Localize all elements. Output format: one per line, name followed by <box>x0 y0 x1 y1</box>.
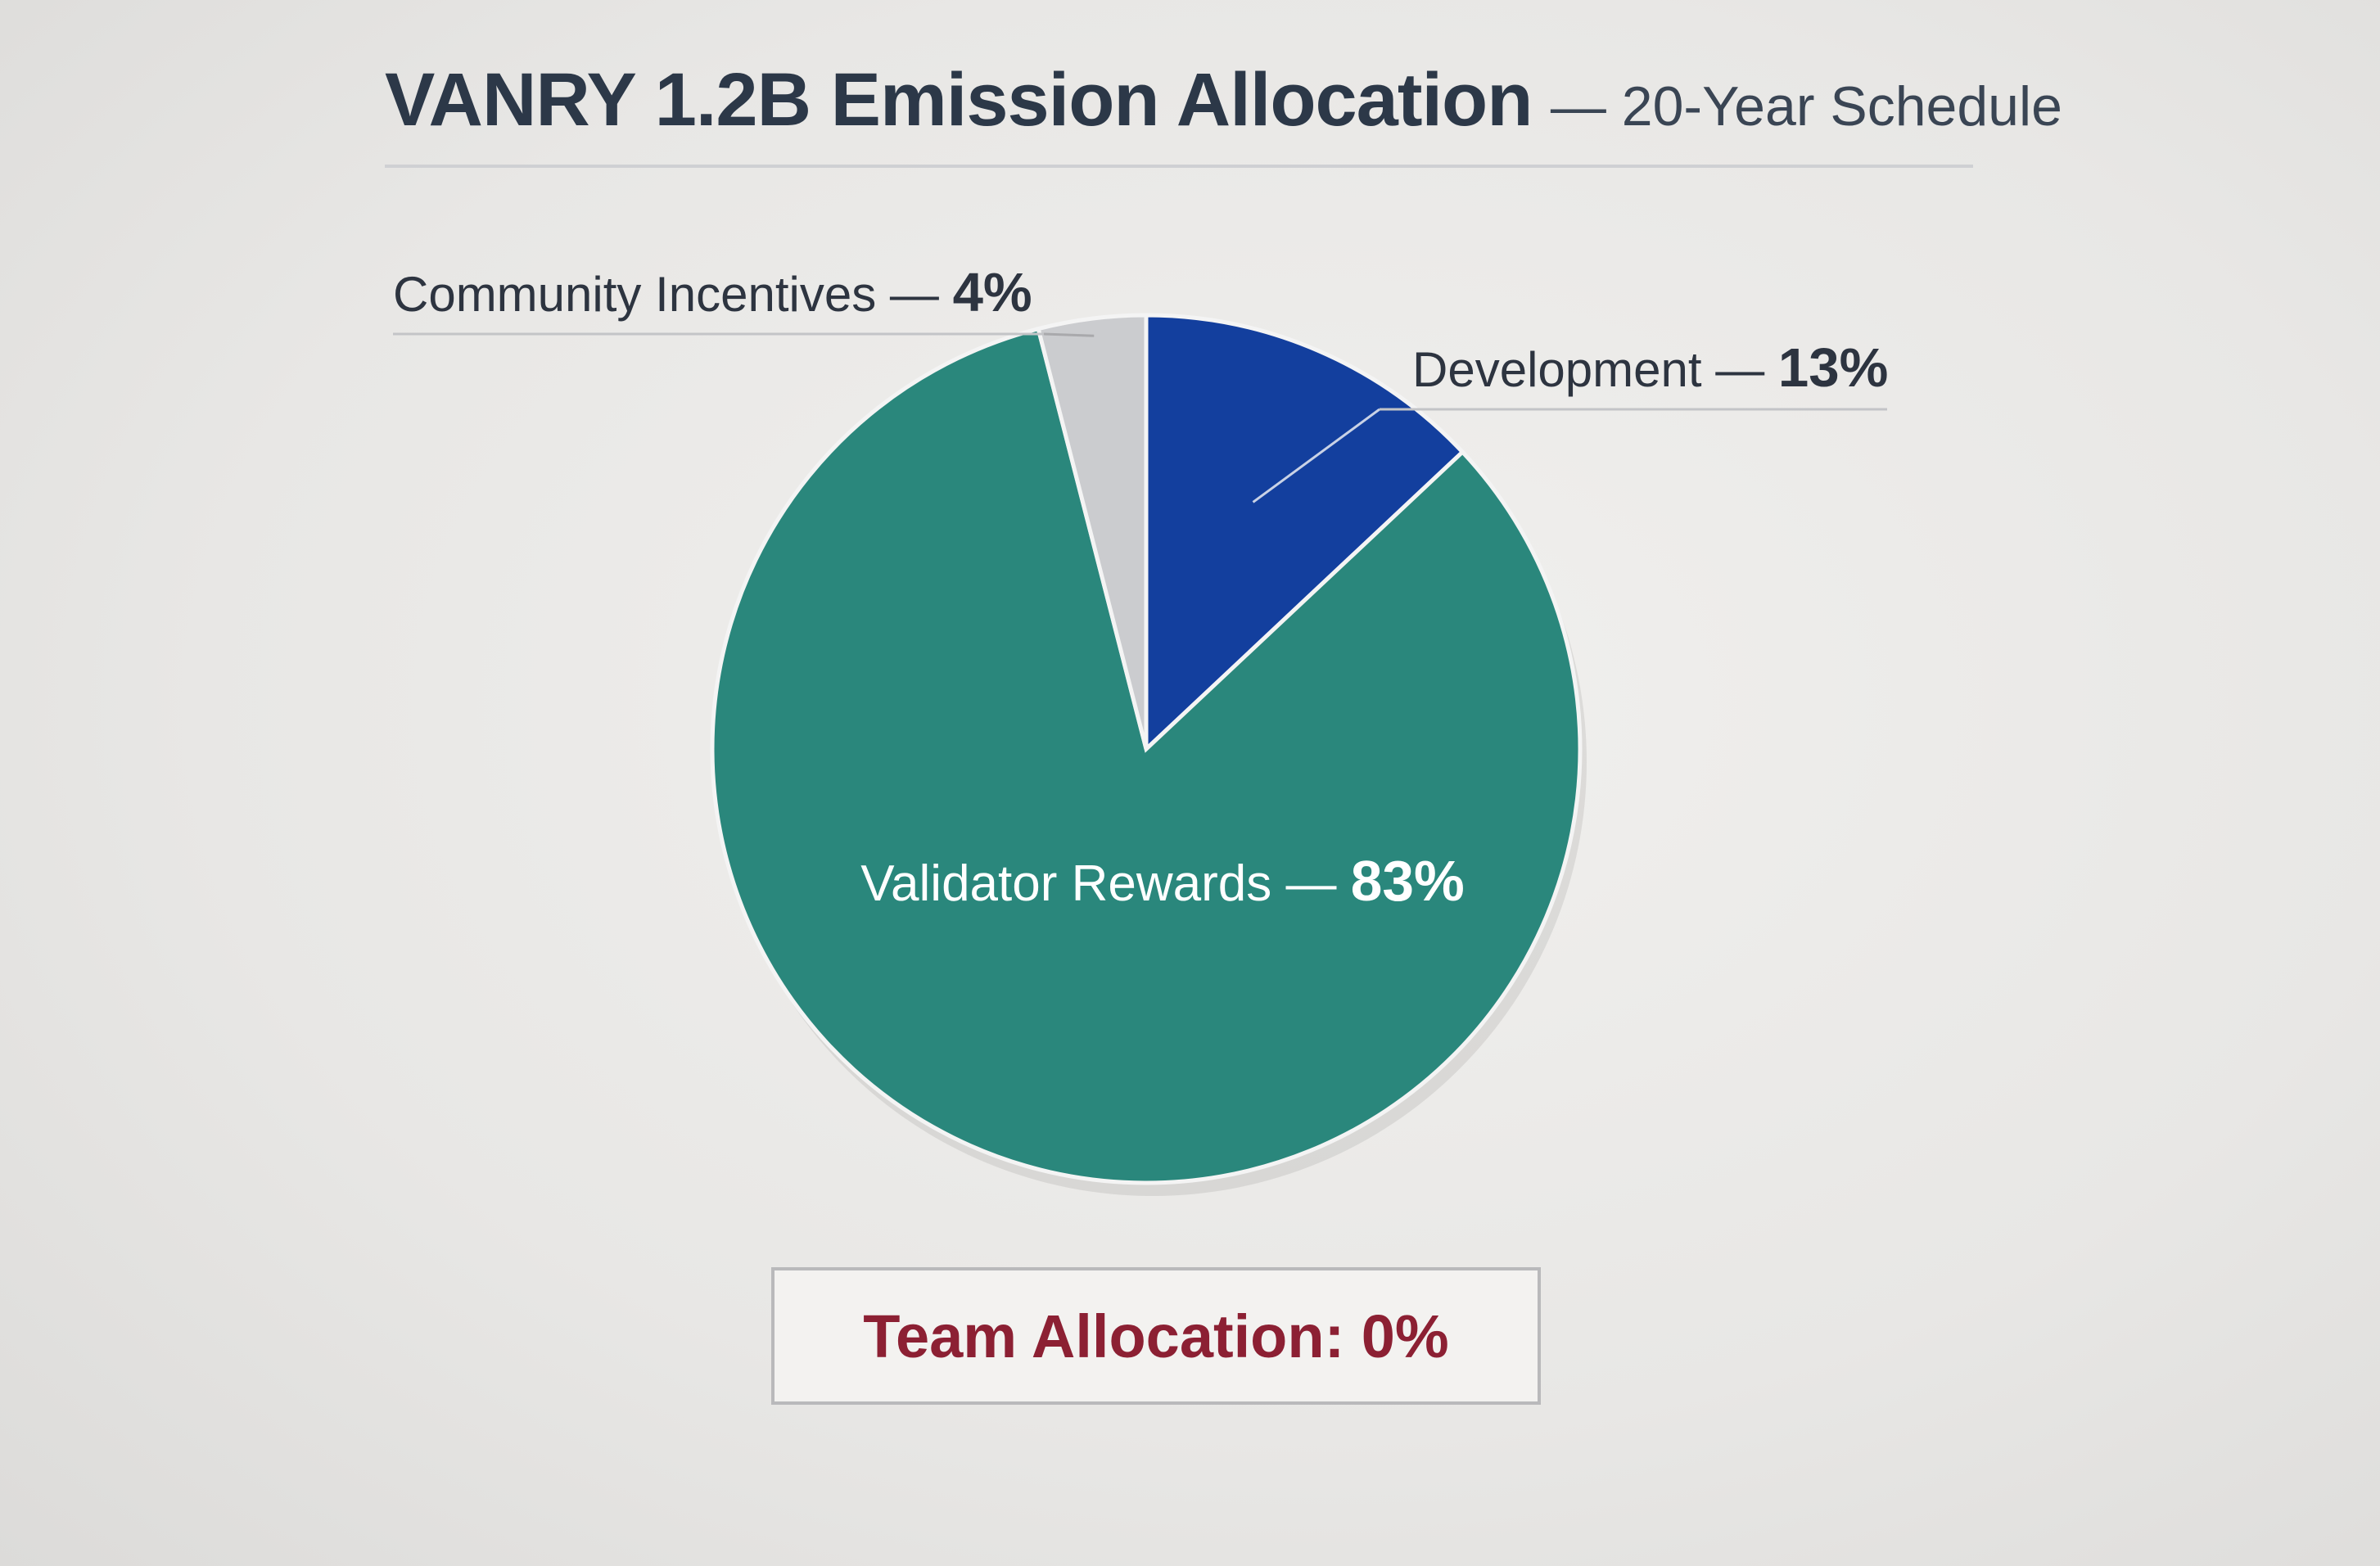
team-allocation-badge: Team Allocation: 0% <box>771 1267 1541 1405</box>
pie-slice-validator-rewards <box>710 326 1583 1185</box>
pie-slice-development <box>1144 313 1465 754</box>
validator-rewards-label: Validator Rewards — 83% <box>860 849 1464 913</box>
chart-title-main: VANRY 1.2B Emission Allocation <box>385 58 1533 142</box>
pie-slice-community-incentives <box>1036 313 1149 750</box>
team-allocation-text: Team Allocation: 0% <box>863 1302 1449 1370</box>
chart-title-subtitle: — 20-Year Schedule <box>1550 75 2062 138</box>
community-incentives-label: Community Incentives — 4% <box>393 262 1032 323</box>
community-leader-line <box>1043 332 1095 337</box>
development-leader-line <box>1252 408 1380 503</box>
chart-title: VANRY 1.2B Emission Allocation — 20-Year… <box>385 57 2062 168</box>
development-label: Development — 13% <box>1412 337 1888 399</box>
